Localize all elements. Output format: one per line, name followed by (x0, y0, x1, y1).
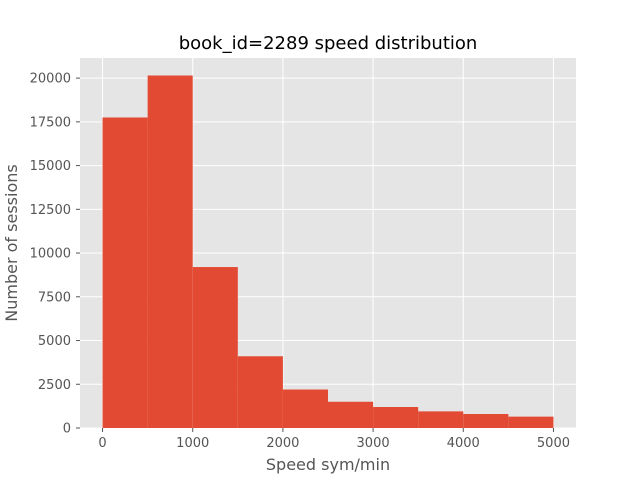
y-tick-label: 5000 (38, 334, 71, 349)
y-tick-label: 0 (63, 422, 71, 437)
y-tick-label: 7500 (38, 290, 71, 305)
y-tick-label: 15000 (30, 159, 71, 174)
x-tick-label: 2000 (266, 436, 299, 451)
histogram-bar (328, 401, 374, 428)
y-axis-ticks: 0 2500 5000 7500 10000 12500 15000 17500 20000 (30, 72, 80, 437)
histogram-bar (418, 411, 464, 428)
histogram-bar (282, 389, 328, 428)
x-axis-ticks: 0 1000 2000 3000 4000 5000 (98, 428, 570, 451)
y-tick-label: 17500 (30, 115, 71, 130)
histogram-bar (237, 356, 283, 428)
y-tick-label: 2500 (38, 378, 71, 393)
x-tick-label: 3000 (357, 436, 390, 451)
histogram-bar (147, 75, 193, 429)
x-axis-label: Speed sym/min (266, 455, 390, 474)
x-tick-label: 5000 (537, 436, 570, 451)
x-tick-label: 1000 (176, 436, 209, 451)
histogram-bar (463, 414, 509, 428)
histogram-bar (102, 117, 148, 428)
histogram-bar (373, 407, 419, 428)
histogram-bar (508, 416, 554, 428)
chart-title: book_id=2289 speed distribution (179, 33, 478, 54)
y-axis-label: Number of sessions (2, 164, 21, 321)
y-tick-label: 10000 (30, 247, 71, 262)
x-tick-label: 4000 (447, 436, 480, 451)
bars (102, 75, 554, 429)
x-tick-label: 0 (98, 436, 106, 451)
y-tick-label: 12500 (30, 203, 71, 218)
histogram-bar (192, 267, 238, 428)
y-tick-label: 20000 (30, 72, 71, 87)
